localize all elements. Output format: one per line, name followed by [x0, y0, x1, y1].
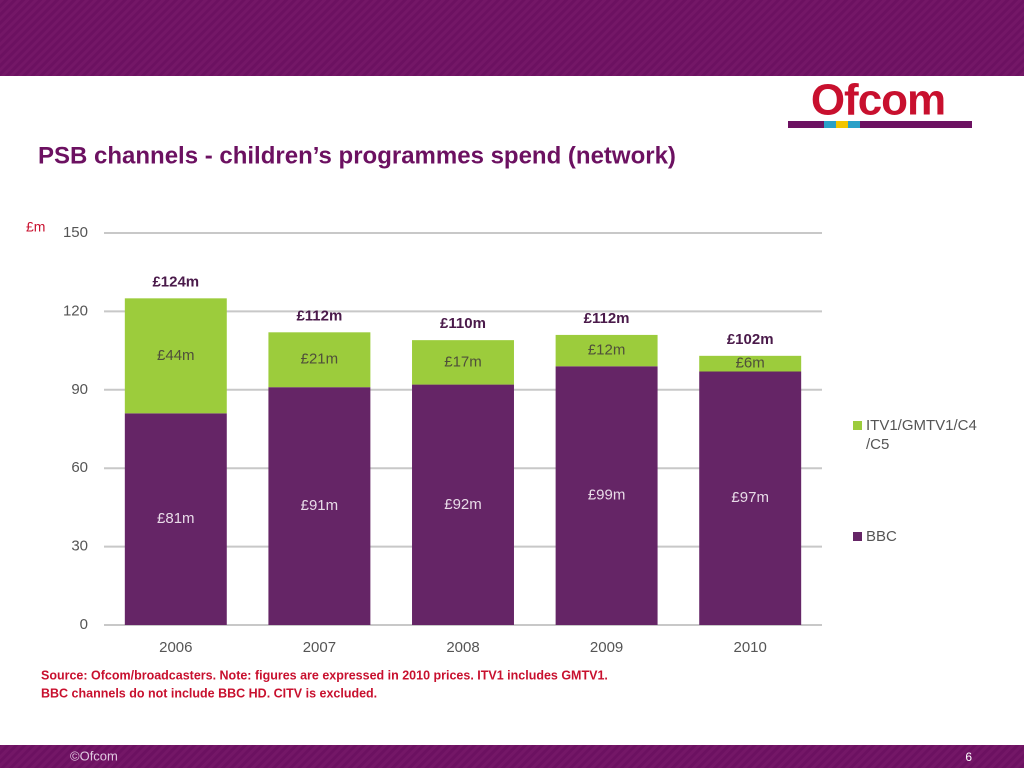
data-label: £21m	[301, 351, 339, 368]
bar-segment	[699, 355, 802, 372]
data-label: £81m	[157, 510, 195, 527]
data-label: £91m	[301, 497, 339, 514]
data-label: £17m	[444, 353, 482, 370]
total-label: £124m	[152, 273, 199, 290]
chart-title: PSB channels - children’s programmes spe…	[38, 142, 676, 169]
total-label: £112m	[296, 307, 342, 324]
y-tick-label: 0	[80, 616, 88, 633]
data-label: £99m	[588, 487, 626, 504]
data-label: £6m	[736, 355, 765, 372]
x-tick-label: 2008	[446, 639, 479, 656]
y-axis-label: £m	[26, 219, 45, 235]
y-tick-label: 120	[63, 302, 88, 319]
bar-segment	[699, 371, 802, 625]
bar-segment	[555, 366, 658, 625]
y-tick-label: 60	[71, 459, 88, 476]
bar-segment	[412, 384, 514, 625]
y-tick-label: 90	[71, 381, 88, 398]
source-note: Source: Ofcom/broadcasters. Note: figure…	[41, 668, 608, 682]
page-number: 6	[965, 750, 972, 764]
x-tick-label: 2007	[303, 639, 336, 656]
data-label: £92m	[444, 496, 482, 513]
bar-segment	[268, 387, 371, 625]
legend-label: ITV1/GMTV1/C4/C5	[866, 417, 977, 453]
x-tick-label: 2009	[590, 639, 623, 656]
data-label: £12m	[588, 342, 626, 359]
bar-segment	[412, 340, 514, 385]
total-label: £102m	[727, 331, 774, 348]
logo-strip	[788, 121, 972, 128]
header-band	[0, 0, 1024, 76]
bar-segment	[124, 298, 227, 414]
x-tick-label: 2006	[159, 639, 192, 656]
total-label: £110m	[440, 315, 486, 332]
bar-segment	[268, 332, 371, 388]
y-tick-label: 150	[63, 224, 88, 241]
total-label: £112m	[584, 310, 630, 327]
data-label: £97m	[731, 489, 769, 506]
x-tick-label: 2010	[734, 639, 767, 656]
source-note: BBC channels do not include BBC HD. CITV…	[41, 686, 377, 700]
legend-swatch	[853, 532, 862, 541]
bar-segment	[555, 334, 658, 367]
legend-swatch	[853, 421, 862, 430]
logo: Ofcom	[811, 76, 945, 125]
legend-label: BBC	[866, 528, 897, 545]
footer-copyright: ©Ofcom	[70, 748, 118, 763]
y-tick-label: 30	[71, 538, 88, 555]
data-label: £44m	[157, 347, 195, 364]
bar-segment	[124, 413, 227, 625]
footer-band	[0, 745, 1024, 768]
